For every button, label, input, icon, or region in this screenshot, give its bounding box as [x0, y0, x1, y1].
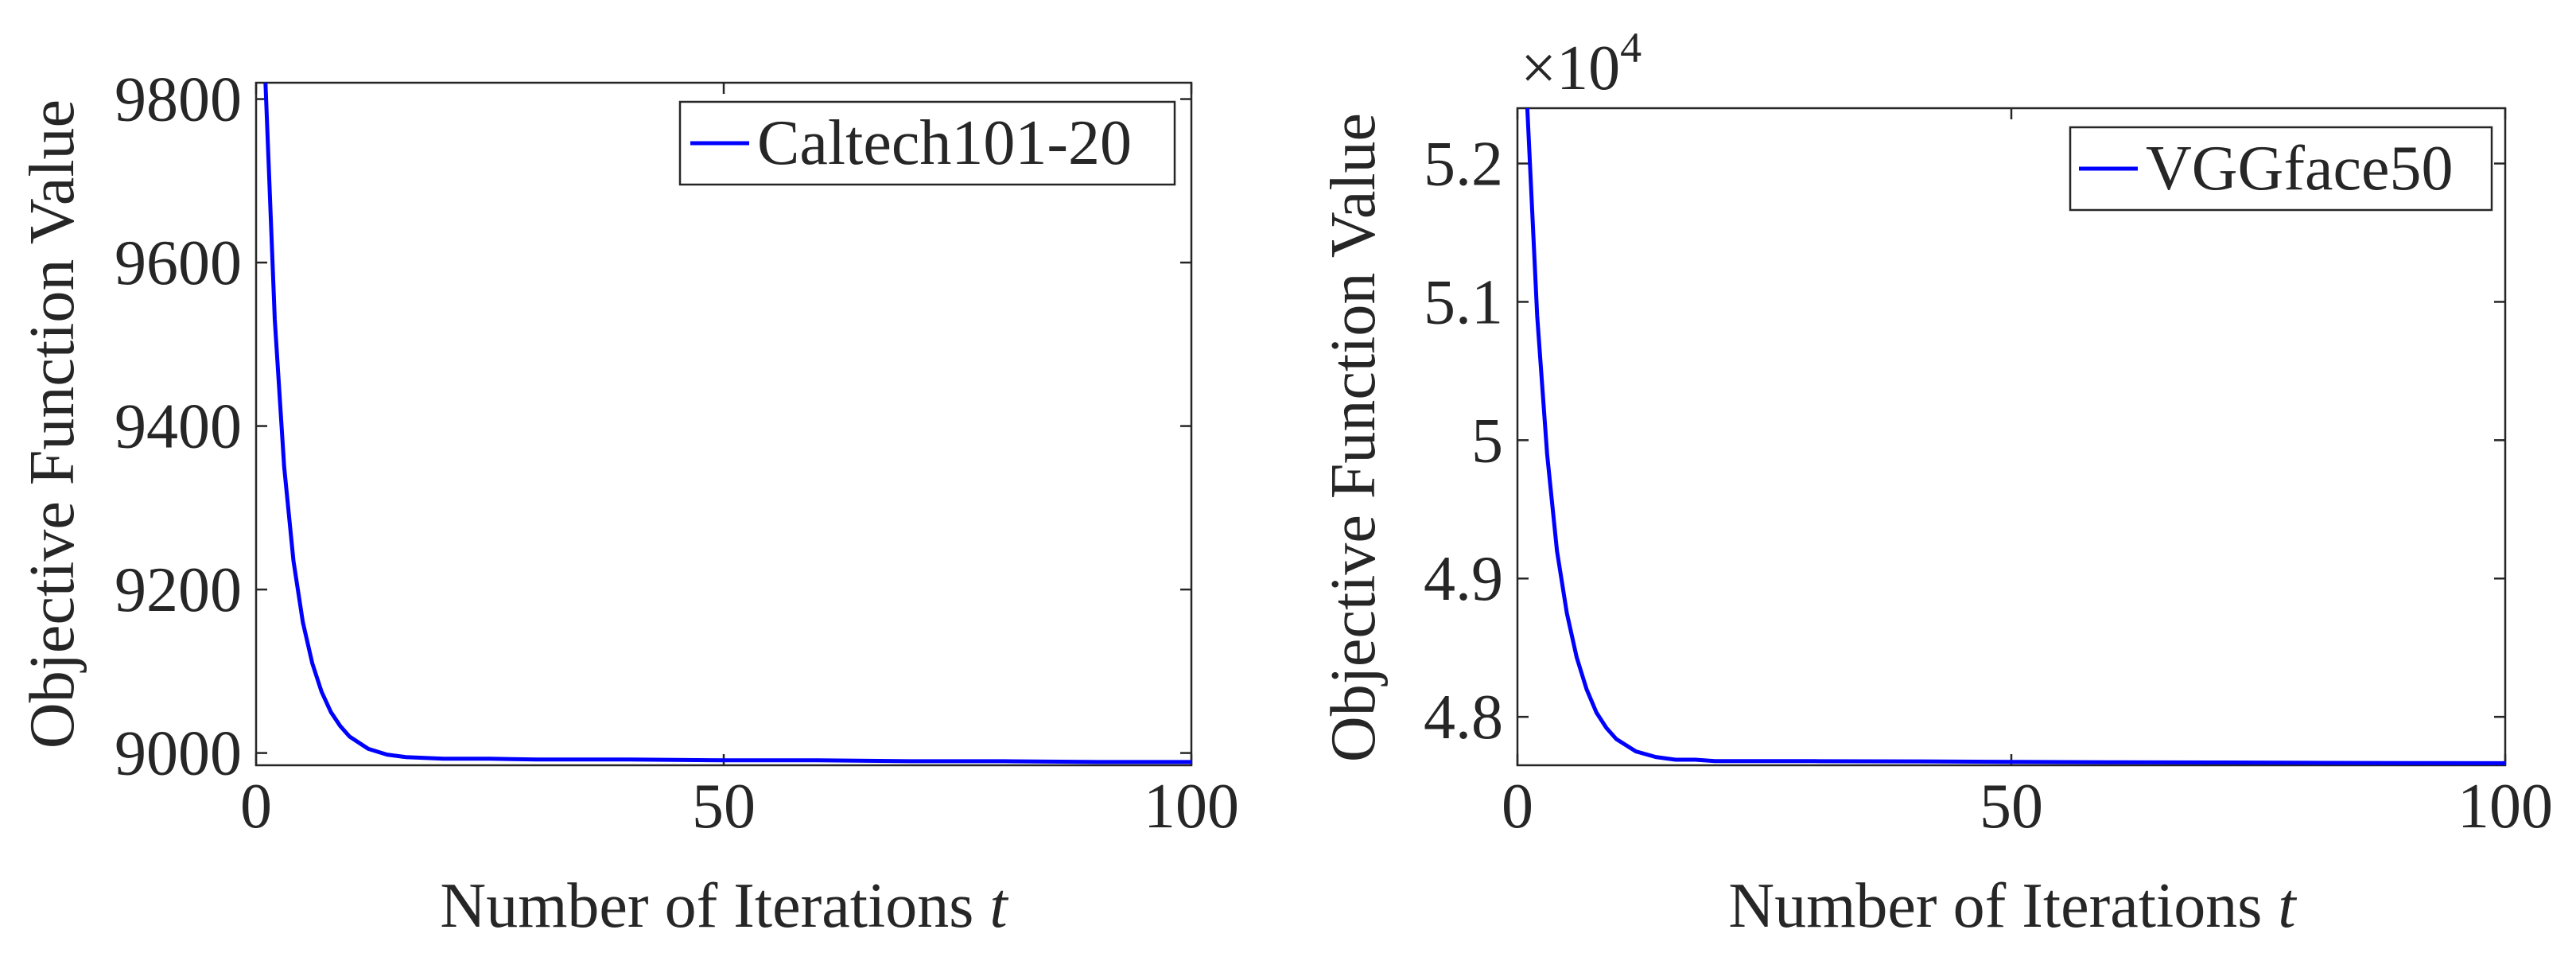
axes-box — [254, 81, 1193, 767]
axes-box — [1516, 107, 2507, 767]
y-tick-label: 5 — [1471, 406, 1503, 476]
legend: VGGface50 — [2069, 126, 2493, 212]
y-tick-label: 5.1 — [1424, 267, 1503, 337]
y-tick-label: 9200 — [115, 555, 242, 625]
series-line — [263, 82, 1191, 764]
legend-label: Caltech101-20 — [757, 108, 1132, 178]
x-tick-label: 0 — [1502, 772, 1533, 842]
y-axis-label: Objective Function Value — [17, 99, 87, 749]
x-axis-variable: t — [989, 871, 1008, 941]
y-tick-label: 9800 — [115, 65, 242, 135]
x-axis-variable: t — [2278, 871, 2297, 941]
legend-box — [2069, 126, 2493, 212]
legend-box — [678, 100, 1176, 186]
x-axis-label: Number of Iterations t — [1728, 871, 2297, 941]
legend: Caltech101-20 — [678, 100, 1176, 186]
x-axis-label-text: Number of Iterations — [1728, 871, 2262, 941]
y-tick-label: 9400 — [115, 392, 242, 462]
chart-right: 0 50 100 4.8 4.9 5 5.1 5.2 ×104 Objective Funct… — [1319, 24, 2553, 941]
y-tick-label: 4.9 — [1424, 544, 1503, 614]
x-tick-label: 100 — [1144, 772, 1239, 842]
exponent-label: ×104 — [1521, 24, 1642, 103]
x-tick-label: 50 — [1980, 772, 2043, 842]
y-tick-label: 9600 — [115, 228, 242, 298]
y-axis-label: Objective Function Value — [1319, 113, 1389, 762]
x-axis-label: Number of Iterations t — [440, 871, 1008, 941]
exponent-superscript: 4 — [1620, 24, 1642, 72]
y-tick-label: 5.2 — [1424, 130, 1503, 200]
legend-label: VGGface50 — [2146, 134, 2453, 204]
x-tick-label: 100 — [2457, 772, 2553, 842]
y-tick-label: 4.8 — [1424, 683, 1503, 753]
series-line — [1525, 107, 2506, 765]
x-tick-label: 0 — [240, 772, 272, 842]
chart-left: 0 50 100 9000 9200 9400 9600 9800 Objective Fun… — [17, 65, 1239, 941]
x-tick-label: 50 — [692, 772, 756, 842]
y-tick-label: 9000 — [115, 719, 242, 789]
x-axis-label-text: Number of Iterations — [440, 871, 973, 941]
